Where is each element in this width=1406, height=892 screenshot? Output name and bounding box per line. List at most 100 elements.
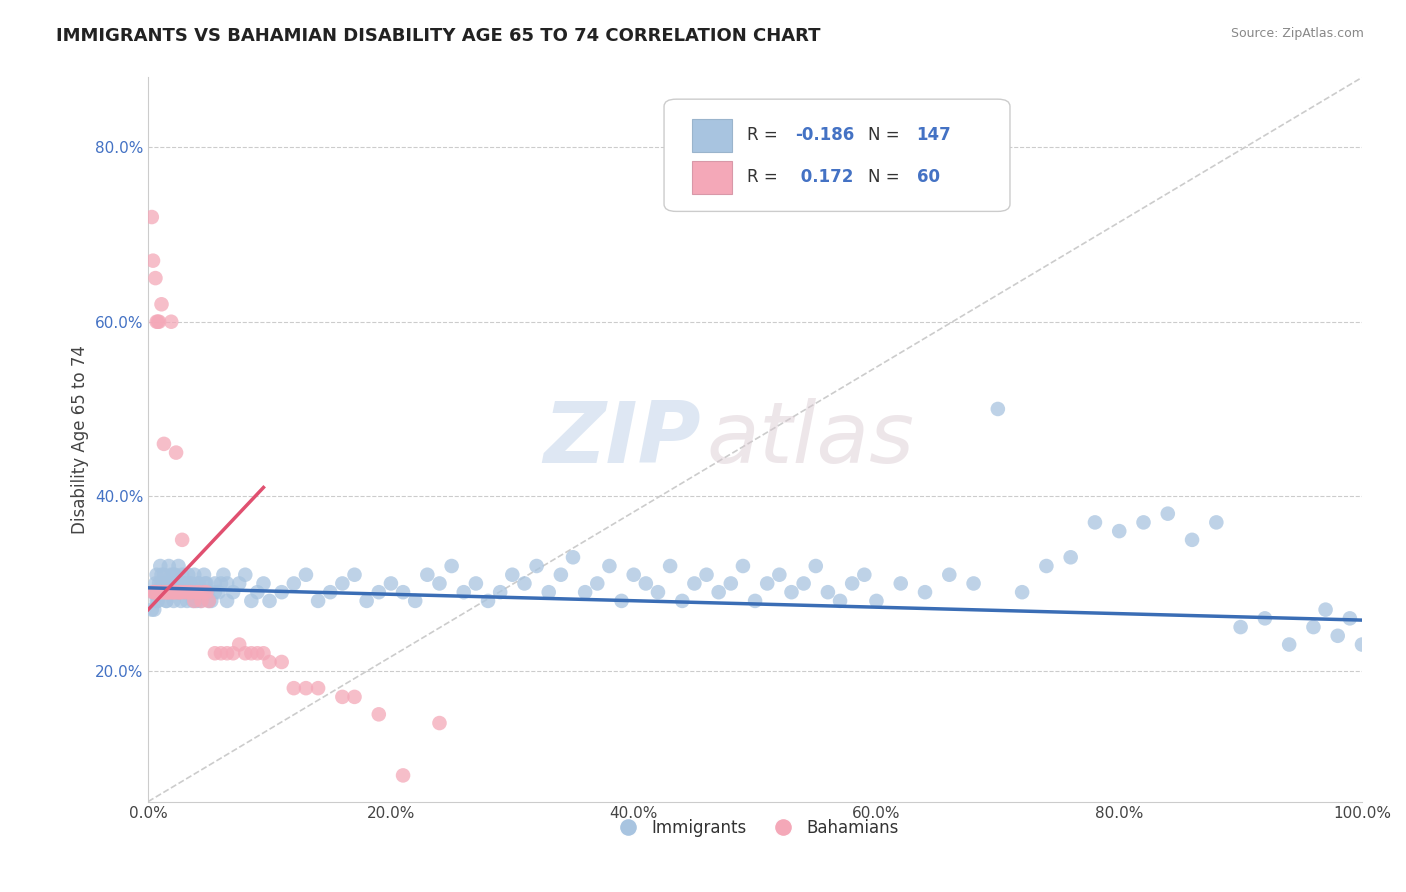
Point bbox=[683, 576, 706, 591]
Point bbox=[307, 681, 329, 695]
Point bbox=[166, 576, 188, 591]
Point bbox=[165, 585, 187, 599]
Point bbox=[153, 585, 176, 599]
Point bbox=[172, 576, 194, 591]
Point bbox=[209, 646, 232, 660]
Point bbox=[240, 646, 263, 660]
Point bbox=[634, 576, 657, 591]
Point bbox=[731, 559, 754, 574]
FancyBboxPatch shape bbox=[664, 99, 1010, 211]
Point bbox=[586, 576, 609, 591]
Point bbox=[145, 567, 167, 582]
Point bbox=[720, 576, 742, 591]
Point bbox=[148, 576, 170, 591]
Point bbox=[215, 576, 238, 591]
Point bbox=[177, 567, 200, 582]
Point bbox=[1205, 516, 1227, 530]
Point bbox=[188, 594, 211, 608]
Point bbox=[562, 550, 585, 565]
Point bbox=[152, 585, 174, 599]
Point bbox=[146, 594, 169, 608]
Point bbox=[392, 768, 415, 782]
Point bbox=[598, 559, 620, 574]
Point bbox=[172, 533, 194, 547]
Point bbox=[157, 585, 180, 599]
Point bbox=[962, 576, 984, 591]
Point bbox=[193, 567, 215, 582]
Point bbox=[501, 567, 523, 582]
Point bbox=[222, 585, 245, 599]
Point bbox=[157, 559, 180, 574]
Point bbox=[1315, 602, 1337, 616]
Point bbox=[890, 576, 912, 591]
Point bbox=[246, 585, 269, 599]
Point bbox=[240, 594, 263, 608]
Point bbox=[141, 210, 163, 224]
Point bbox=[222, 646, 245, 660]
Point bbox=[1011, 585, 1033, 599]
Point bbox=[145, 576, 167, 591]
Legend: Immigrants, Bahamians: Immigrants, Bahamians bbox=[605, 813, 905, 844]
Point bbox=[183, 594, 205, 608]
Point bbox=[163, 594, 186, 608]
Text: Source: ZipAtlas.com: Source: ZipAtlas.com bbox=[1230, 27, 1364, 40]
Point bbox=[380, 576, 402, 591]
Point bbox=[162, 576, 184, 591]
Point bbox=[828, 594, 851, 608]
Point bbox=[204, 646, 226, 660]
Point bbox=[744, 594, 766, 608]
Point bbox=[623, 567, 645, 582]
Point bbox=[671, 594, 693, 608]
Point bbox=[1326, 629, 1348, 643]
Point bbox=[270, 655, 292, 669]
Point bbox=[153, 437, 176, 451]
Point bbox=[477, 594, 499, 608]
Point bbox=[526, 559, 548, 574]
Point bbox=[696, 567, 718, 582]
Point bbox=[150, 297, 173, 311]
Point bbox=[1351, 638, 1374, 652]
Point bbox=[1035, 559, 1057, 574]
Point bbox=[453, 585, 475, 599]
Text: IMMIGRANTS VS BAHAMIAN DISABILITY AGE 65 TO 74 CORRELATION CHART: IMMIGRANTS VS BAHAMIAN DISABILITY AGE 65… bbox=[56, 27, 821, 45]
Point bbox=[167, 585, 190, 599]
Point bbox=[343, 567, 366, 582]
Point bbox=[184, 585, 207, 599]
Point bbox=[283, 576, 305, 591]
Point bbox=[440, 559, 463, 574]
Point bbox=[162, 585, 184, 599]
Point bbox=[204, 585, 226, 599]
Point bbox=[153, 576, 176, 591]
Point bbox=[332, 690, 354, 704]
Text: 147: 147 bbox=[917, 127, 952, 145]
Point bbox=[195, 585, 218, 599]
Point bbox=[332, 576, 354, 591]
Point bbox=[142, 253, 165, 268]
Point bbox=[141, 602, 163, 616]
Point bbox=[1060, 550, 1083, 565]
Point bbox=[153, 567, 176, 582]
Point bbox=[1157, 507, 1180, 521]
Point bbox=[156, 576, 179, 591]
Point bbox=[215, 594, 238, 608]
Point bbox=[233, 567, 256, 582]
Point bbox=[550, 567, 572, 582]
Point bbox=[295, 681, 318, 695]
Point bbox=[197, 585, 219, 599]
Point bbox=[174, 585, 197, 599]
Point bbox=[167, 559, 190, 574]
Point bbox=[270, 585, 292, 599]
Point bbox=[149, 585, 172, 599]
Point bbox=[159, 585, 181, 599]
Point bbox=[489, 585, 512, 599]
Point bbox=[159, 585, 181, 599]
Point bbox=[190, 585, 212, 599]
Point bbox=[228, 638, 250, 652]
Point bbox=[183, 567, 205, 582]
Text: 60: 60 bbox=[917, 169, 939, 186]
Point bbox=[143, 602, 166, 616]
Point bbox=[246, 646, 269, 660]
Point bbox=[817, 585, 839, 599]
Point bbox=[145, 271, 167, 285]
Text: -0.186: -0.186 bbox=[796, 127, 855, 145]
